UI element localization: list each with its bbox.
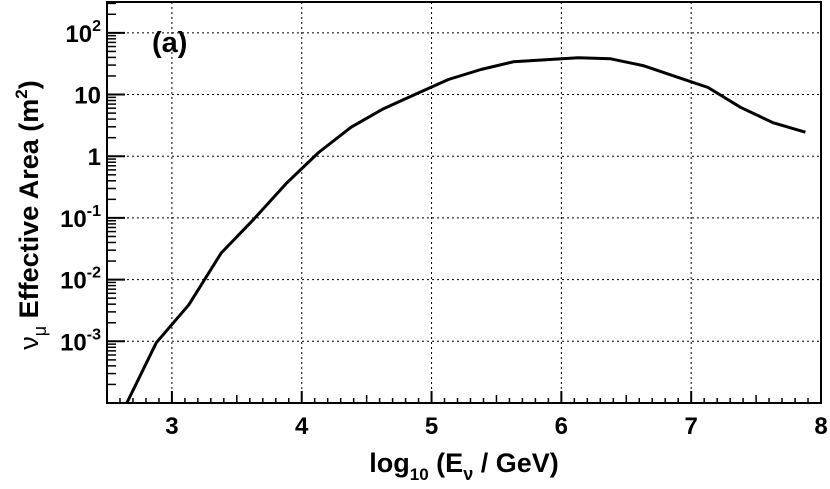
y-title-close: ): [14, 80, 44, 89]
x-tick-label: 3: [165, 413, 178, 440]
y-title-sym: ν: [14, 336, 44, 350]
y-tick-label: 1: [88, 144, 101, 171]
x-tick-labels: 3 4 5 6 7 8: [165, 413, 827, 440]
x-title-var-sub: ν: [463, 464, 473, 484]
x-axis-title: log10 (Eν / GeV): [369, 448, 558, 484]
y-tick-labels: 102 10 1 10-1 10-2 10-3: [60, 18, 101, 356]
plot-frame: [106, 1, 822, 404]
y-axis-title: νμ Effective Area (m2): [12, 80, 50, 349]
x-tick-label: 7: [685, 413, 698, 440]
axis-ticks: [106, 2, 822, 403]
x-title-open: (E: [429, 448, 464, 478]
x-tick-label: 5: [425, 413, 438, 440]
y-title-sym-sub: μ: [30, 326, 50, 336]
y-tick-label: 10-1: [60, 203, 101, 233]
series-layer: [125, 56, 806, 403]
y-tick-label: 10-2: [60, 265, 101, 295]
y-tick-label: 102: [65, 18, 101, 48]
x-tick-label: 4: [295, 413, 309, 440]
y-title-sup: 2: [12, 89, 31, 98]
y-tick-label: 10-3: [60, 326, 101, 356]
y-title-text: Effective Area (m: [14, 99, 44, 326]
series-line: [125, 56, 806, 403]
x-title-unit: / GeV): [473, 448, 559, 478]
y-axis-title-wrap: νμ Effective Area (m2): [12, 80, 50, 349]
x-tick-label: 6: [555, 413, 568, 440]
x-title-main: log: [369, 448, 410, 478]
panel-label: (a): [152, 27, 187, 59]
x-tick-label: 8: [814, 413, 827, 440]
grid-lines: [107, 2, 821, 403]
y-tick-label: 10: [74, 83, 101, 110]
x-title-sub: 10: [410, 465, 429, 484]
